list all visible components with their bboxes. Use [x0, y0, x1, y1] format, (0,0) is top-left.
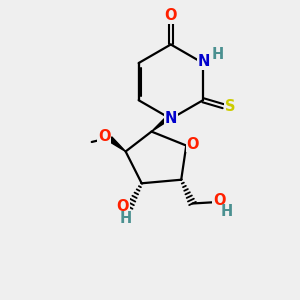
Text: O: O	[98, 128, 110, 143]
Text: N: N	[197, 54, 210, 69]
Text: H: H	[220, 204, 232, 219]
Polygon shape	[109, 137, 126, 152]
Text: O: O	[213, 193, 226, 208]
Polygon shape	[152, 114, 172, 132]
Text: N: N	[165, 111, 177, 126]
Text: O: O	[187, 136, 199, 152]
Text: O: O	[116, 199, 129, 214]
Text: O: O	[165, 8, 177, 23]
Text: S: S	[225, 99, 236, 114]
Text: H: H	[120, 212, 132, 226]
Text: H: H	[212, 47, 224, 62]
